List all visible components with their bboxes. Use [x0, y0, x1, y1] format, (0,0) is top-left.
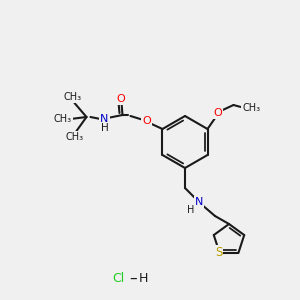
Text: O: O — [142, 116, 151, 126]
Text: O: O — [213, 108, 222, 118]
Text: CH₃: CH₃ — [63, 92, 82, 102]
Text: H: H — [187, 205, 195, 215]
Text: N: N — [195, 197, 203, 207]
Text: H: H — [138, 272, 148, 284]
Text: CH₃: CH₃ — [65, 132, 83, 142]
Text: O: O — [116, 94, 125, 104]
Text: H: H — [100, 123, 108, 133]
Text: CH₃: CH₃ — [53, 114, 71, 124]
Text: S: S — [215, 246, 222, 260]
Text: Cl: Cl — [112, 272, 124, 284]
Text: –: – — [129, 271, 137, 286]
Text: CH₃: CH₃ — [242, 103, 261, 113]
Text: N: N — [100, 114, 109, 124]
